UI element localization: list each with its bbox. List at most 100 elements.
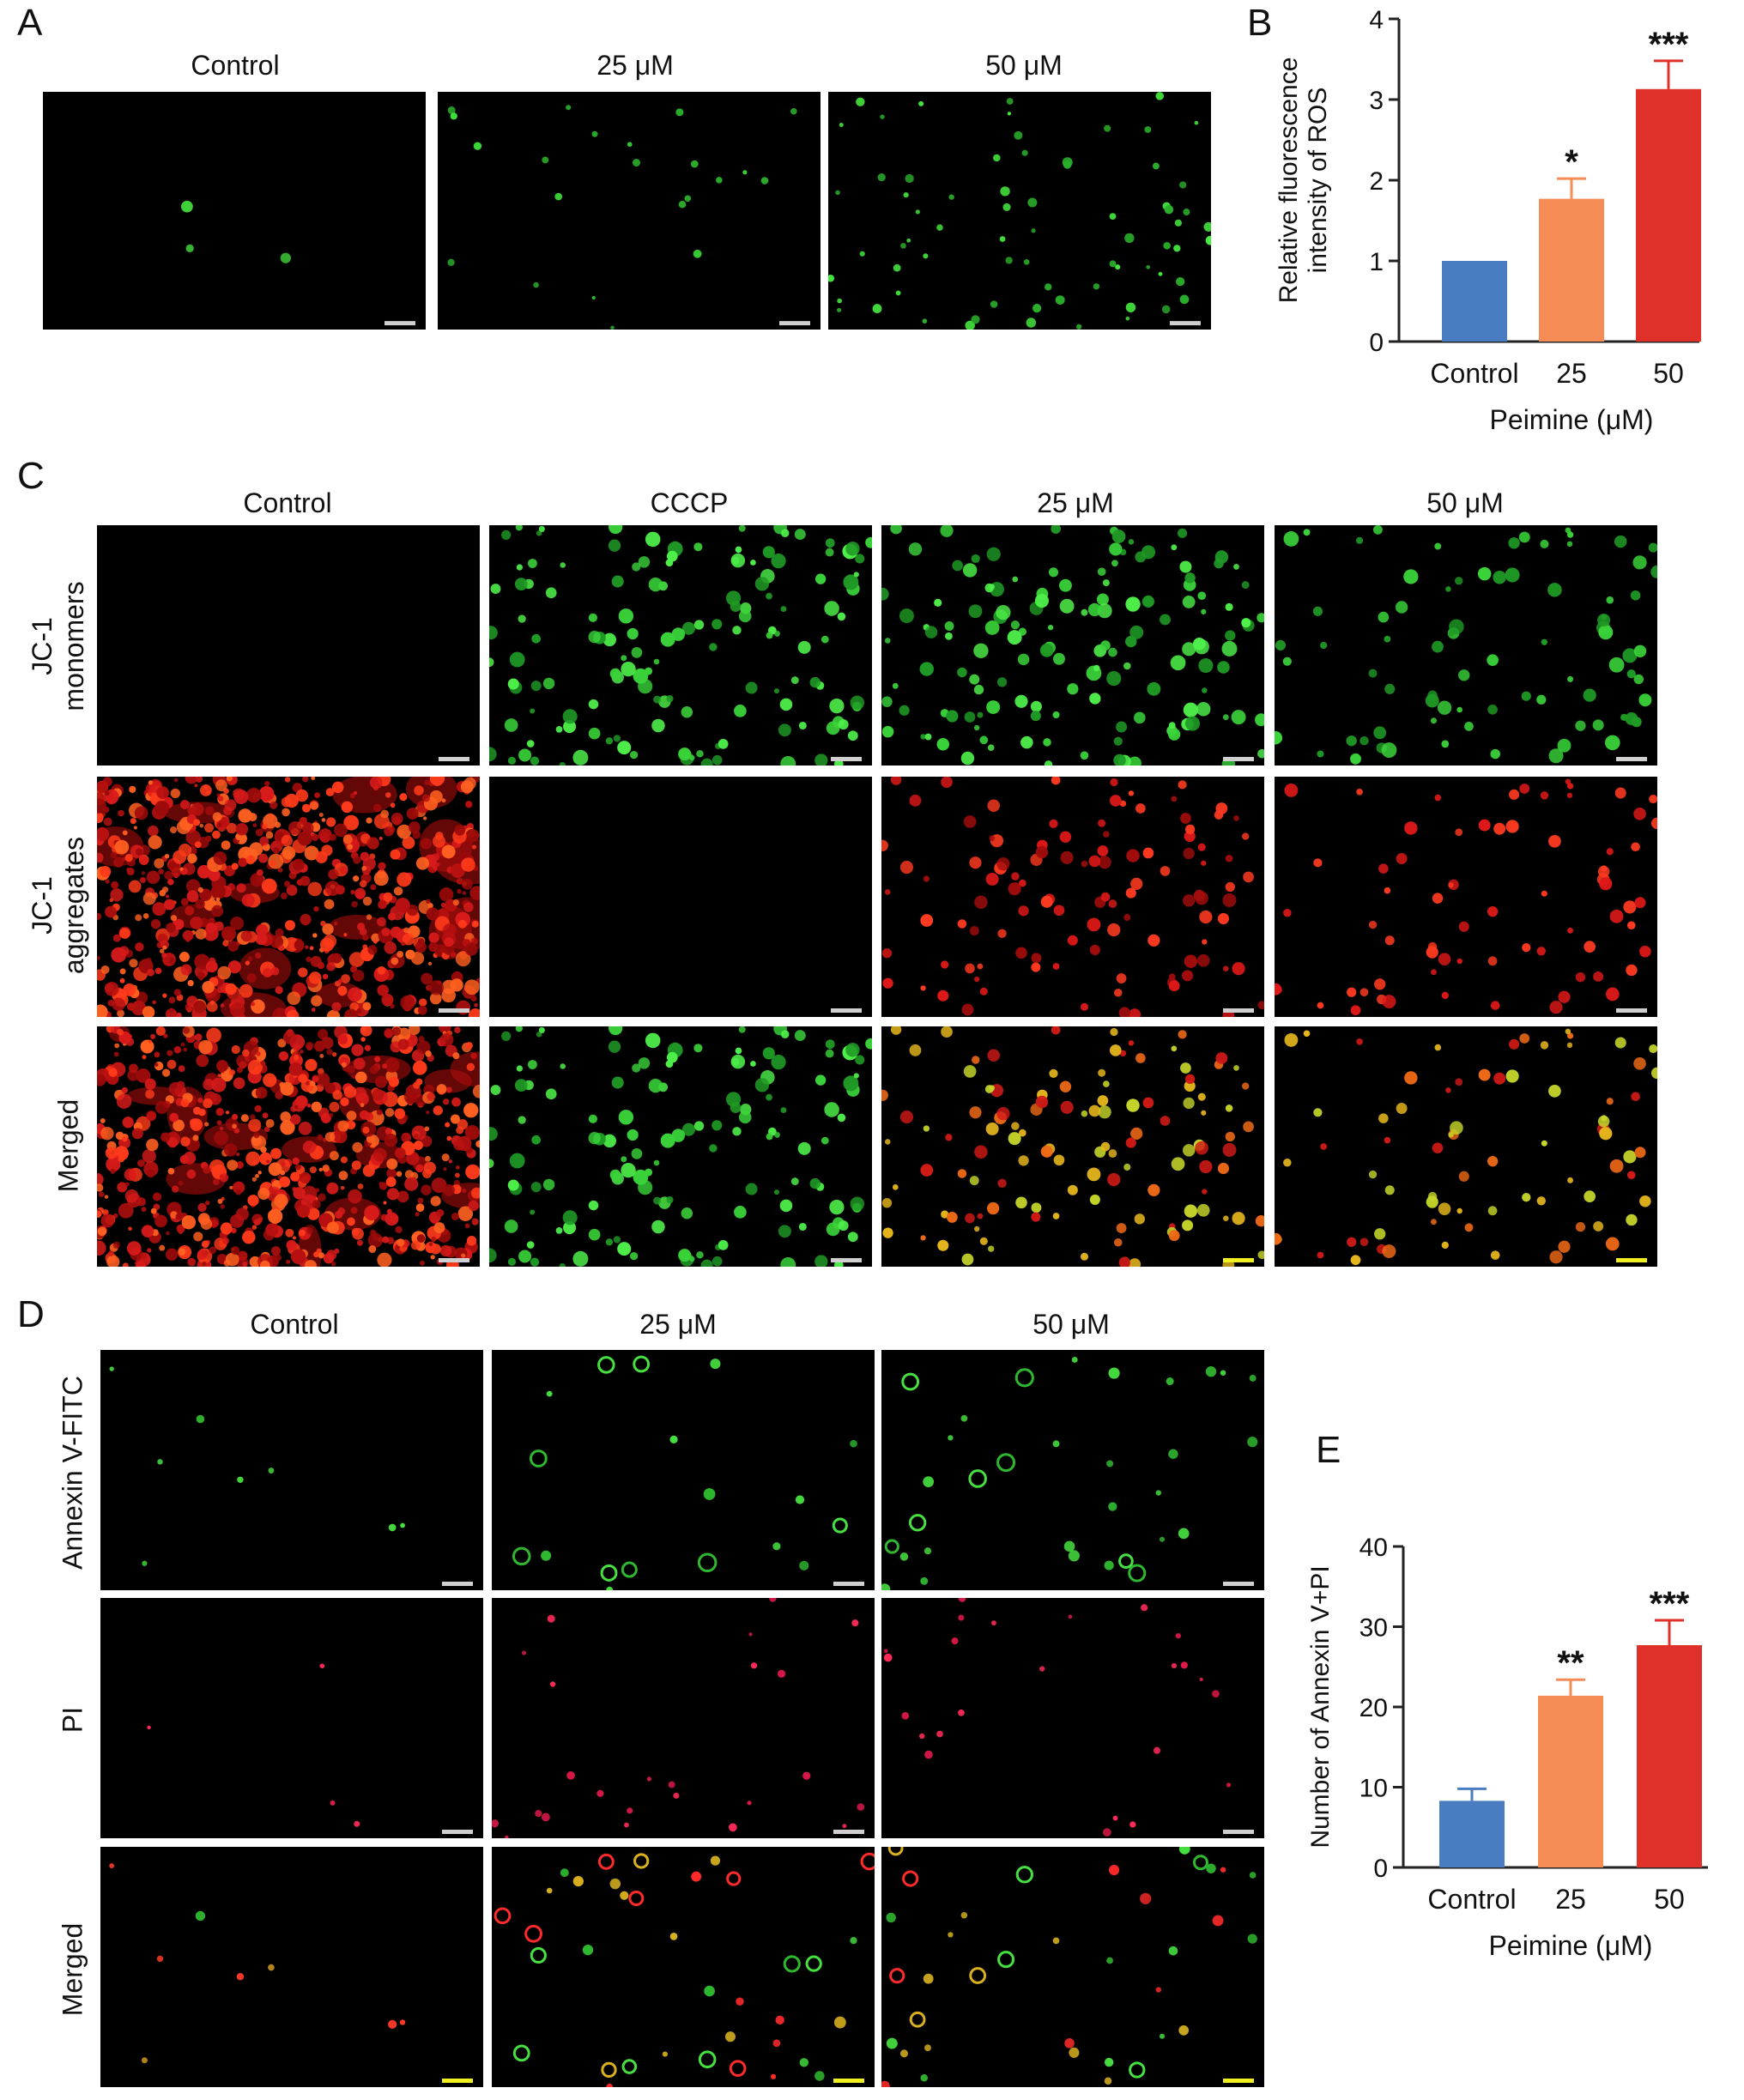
cell bbox=[465, 801, 473, 808]
cell bbox=[197, 1202, 207, 1213]
cell bbox=[194, 1033, 203, 1041]
cell bbox=[97, 798, 106, 814]
cell bbox=[948, 194, 954, 200]
cell bbox=[850, 695, 864, 711]
cell bbox=[380, 809, 390, 819]
cell bbox=[264, 781, 270, 787]
cell bbox=[175, 1213, 183, 1220]
cell bbox=[718, 738, 729, 749]
micrograph-image bbox=[881, 1598, 1264, 1838]
cell bbox=[154, 800, 170, 816]
cell bbox=[454, 1026, 461, 1034]
cell bbox=[110, 1168, 116, 1174]
row-label-d-merged: Merged bbox=[57, 1922, 88, 2017]
cell bbox=[1427, 941, 1438, 952]
cell bbox=[131, 1128, 143, 1140]
cell bbox=[1382, 995, 1396, 1009]
cell bbox=[447, 106, 456, 114]
cell bbox=[186, 1169, 197, 1179]
cell bbox=[182, 929, 194, 941]
cell bbox=[1548, 748, 1564, 764]
cell bbox=[920, 1164, 934, 1177]
cell bbox=[1455, 828, 1463, 837]
cell bbox=[119, 968, 126, 975]
cell bbox=[308, 971, 322, 984]
cell bbox=[187, 1257, 197, 1267]
cell bbox=[1142, 847, 1154, 859]
cell bbox=[274, 1254, 282, 1262]
cell bbox=[430, 1255, 435, 1260]
cell bbox=[1108, 1502, 1117, 1511]
cell bbox=[490, 584, 501, 595]
cell bbox=[315, 850, 328, 863]
cell bbox=[167, 1050, 173, 1056]
cell bbox=[202, 1261, 207, 1266]
y-tick-label: 40 bbox=[1359, 1534, 1388, 1562]
cell bbox=[441, 798, 446, 803]
cell bbox=[197, 1213, 210, 1226]
cell bbox=[406, 808, 419, 820]
cell bbox=[671, 1129, 686, 1142]
cell bbox=[466, 1236, 477, 1246]
cell bbox=[457, 1119, 469, 1130]
cell bbox=[501, 1031, 512, 1041]
cell bbox=[414, 785, 424, 796]
cell bbox=[460, 780, 474, 794]
cell bbox=[1097, 1095, 1109, 1106]
cell bbox=[240, 930, 252, 942]
cell bbox=[1171, 1157, 1185, 1171]
cell bbox=[960, 1414, 968, 1422]
cell bbox=[1634, 1147, 1646, 1159]
cell bbox=[296, 1204, 311, 1218]
cell bbox=[252, 823, 257, 828]
cell bbox=[1179, 294, 1190, 305]
column-title-a-control: Control bbox=[191, 50, 280, 81]
cell bbox=[197, 887, 203, 893]
cell bbox=[666, 1196, 674, 1204]
cell bbox=[1396, 1103, 1408, 1114]
cell bbox=[774, 1132, 780, 1138]
cell bbox=[114, 1043, 120, 1049]
x-tick-label: 50 bbox=[1653, 358, 1684, 389]
cell bbox=[778, 1225, 791, 1238]
cell bbox=[1080, 751, 1089, 760]
cell bbox=[837, 307, 842, 312]
cell bbox=[268, 1208, 283, 1224]
cell bbox=[104, 1195, 109, 1199]
cell bbox=[1558, 990, 1571, 1003]
cell bbox=[1182, 596, 1196, 608]
cell bbox=[1214, 550, 1229, 564]
cell bbox=[1630, 590, 1641, 601]
cell bbox=[323, 1253, 335, 1264]
cell bbox=[136, 1261, 146, 1267]
cell bbox=[899, 1111, 913, 1124]
cell bbox=[216, 822, 222, 828]
cell bbox=[141, 871, 146, 875]
cell bbox=[1648, 542, 1657, 553]
cell bbox=[766, 632, 773, 639]
cell bbox=[645, 531, 661, 548]
cell bbox=[235, 1189, 242, 1195]
cell bbox=[1226, 1782, 1232, 1788]
cell bbox=[125, 1037, 135, 1046]
cell bbox=[150, 1207, 157, 1214]
cell bbox=[839, 123, 844, 127]
scale-bar bbox=[833, 1830, 864, 1834]
cell bbox=[609, 1026, 623, 1036]
cell bbox=[324, 1131, 336, 1142]
cell bbox=[111, 881, 119, 889]
cell bbox=[1098, 1068, 1106, 1077]
cell bbox=[1068, 1614, 1073, 1619]
cell bbox=[442, 923, 457, 938]
cell bbox=[318, 1193, 326, 1201]
cell bbox=[969, 1967, 987, 1984]
cell bbox=[653, 695, 662, 704]
cell bbox=[798, 721, 807, 730]
cell bbox=[450, 863, 465, 878]
cell bbox=[193, 1106, 202, 1115]
cell bbox=[112, 934, 121, 942]
cell bbox=[1171, 1045, 1178, 1052]
cell bbox=[180, 964, 192, 976]
cell bbox=[1063, 160, 1072, 169]
scale-bar bbox=[1223, 1830, 1254, 1834]
